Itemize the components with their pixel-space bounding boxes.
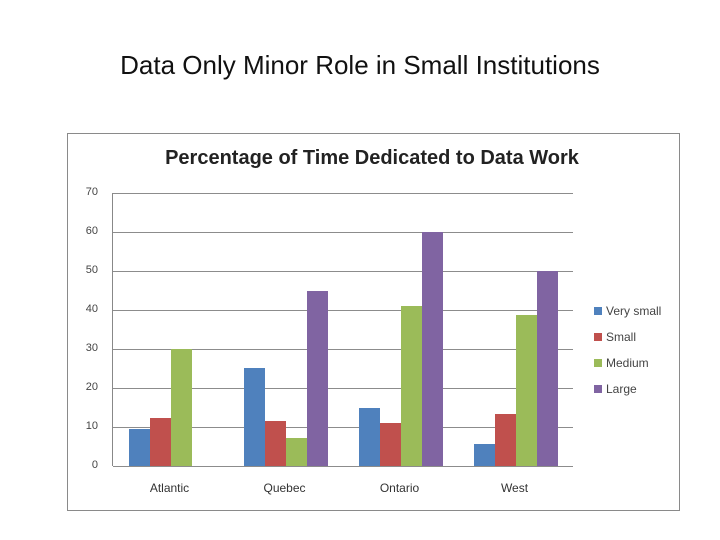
gridline bbox=[113, 427, 573, 428]
bar bbox=[400, 306, 422, 466]
bar bbox=[358, 407, 380, 466]
legend-item: Large bbox=[594, 376, 661, 402]
y-tick-label: 70 bbox=[85, 186, 98, 198]
bar bbox=[515, 315, 537, 466]
gridline bbox=[113, 232, 573, 233]
y-tick-label: 10 bbox=[85, 420, 98, 432]
bar bbox=[128, 428, 150, 466]
bar bbox=[421, 232, 443, 466]
bar bbox=[285, 437, 307, 466]
bar bbox=[379, 423, 401, 466]
y-tick-label: 50 bbox=[85, 264, 98, 276]
legend-swatch-icon bbox=[594, 307, 602, 315]
x-tick-label: West bbox=[500, 481, 529, 495]
gridline bbox=[113, 271, 573, 272]
bar bbox=[149, 418, 171, 466]
legend-label: Very small bbox=[606, 304, 662, 318]
bar bbox=[536, 271, 558, 466]
legend-item: Medium bbox=[594, 350, 661, 376]
gridline bbox=[113, 193, 573, 194]
y-tick-label: 30 bbox=[85, 342, 98, 354]
bar bbox=[306, 290, 328, 466]
legend-label: Large bbox=[606, 382, 637, 396]
legend-swatch-icon bbox=[594, 359, 602, 367]
bar bbox=[170, 349, 192, 466]
gridline bbox=[113, 466, 573, 467]
bar bbox=[264, 421, 286, 466]
y-tick-label: 0 bbox=[91, 459, 98, 471]
bar bbox=[494, 414, 516, 466]
y-tick-label: 20 bbox=[85, 381, 98, 393]
chart-legend: Very small Small Medium Large bbox=[594, 298, 661, 402]
x-tick-label: Atlantic bbox=[149, 481, 190, 495]
legend-swatch-icon bbox=[594, 333, 602, 341]
bar bbox=[243, 368, 265, 466]
plot-area bbox=[112, 193, 573, 467]
legend-label: Small bbox=[606, 330, 637, 344]
chart-title: Percentage of Time Dedicated to Data Wor… bbox=[165, 147, 579, 169]
y-tick-label: 60 bbox=[85, 225, 98, 237]
x-tick-label: Ontario bbox=[379, 481, 420, 495]
slide-title: Data Only Minor Role in Small Institutio… bbox=[120, 50, 600, 80]
gridline bbox=[113, 310, 573, 311]
y-tick-label: 40 bbox=[85, 303, 98, 315]
gridline bbox=[113, 388, 573, 389]
legend-item: Very small bbox=[594, 298, 661, 324]
legend-swatch-icon bbox=[594, 385, 602, 393]
bar bbox=[473, 444, 495, 466]
legend-label: Medium bbox=[606, 356, 649, 370]
gridline bbox=[113, 349, 573, 350]
x-tick-label: Quebec bbox=[263, 481, 306, 495]
legend-item: Small bbox=[594, 324, 661, 350]
